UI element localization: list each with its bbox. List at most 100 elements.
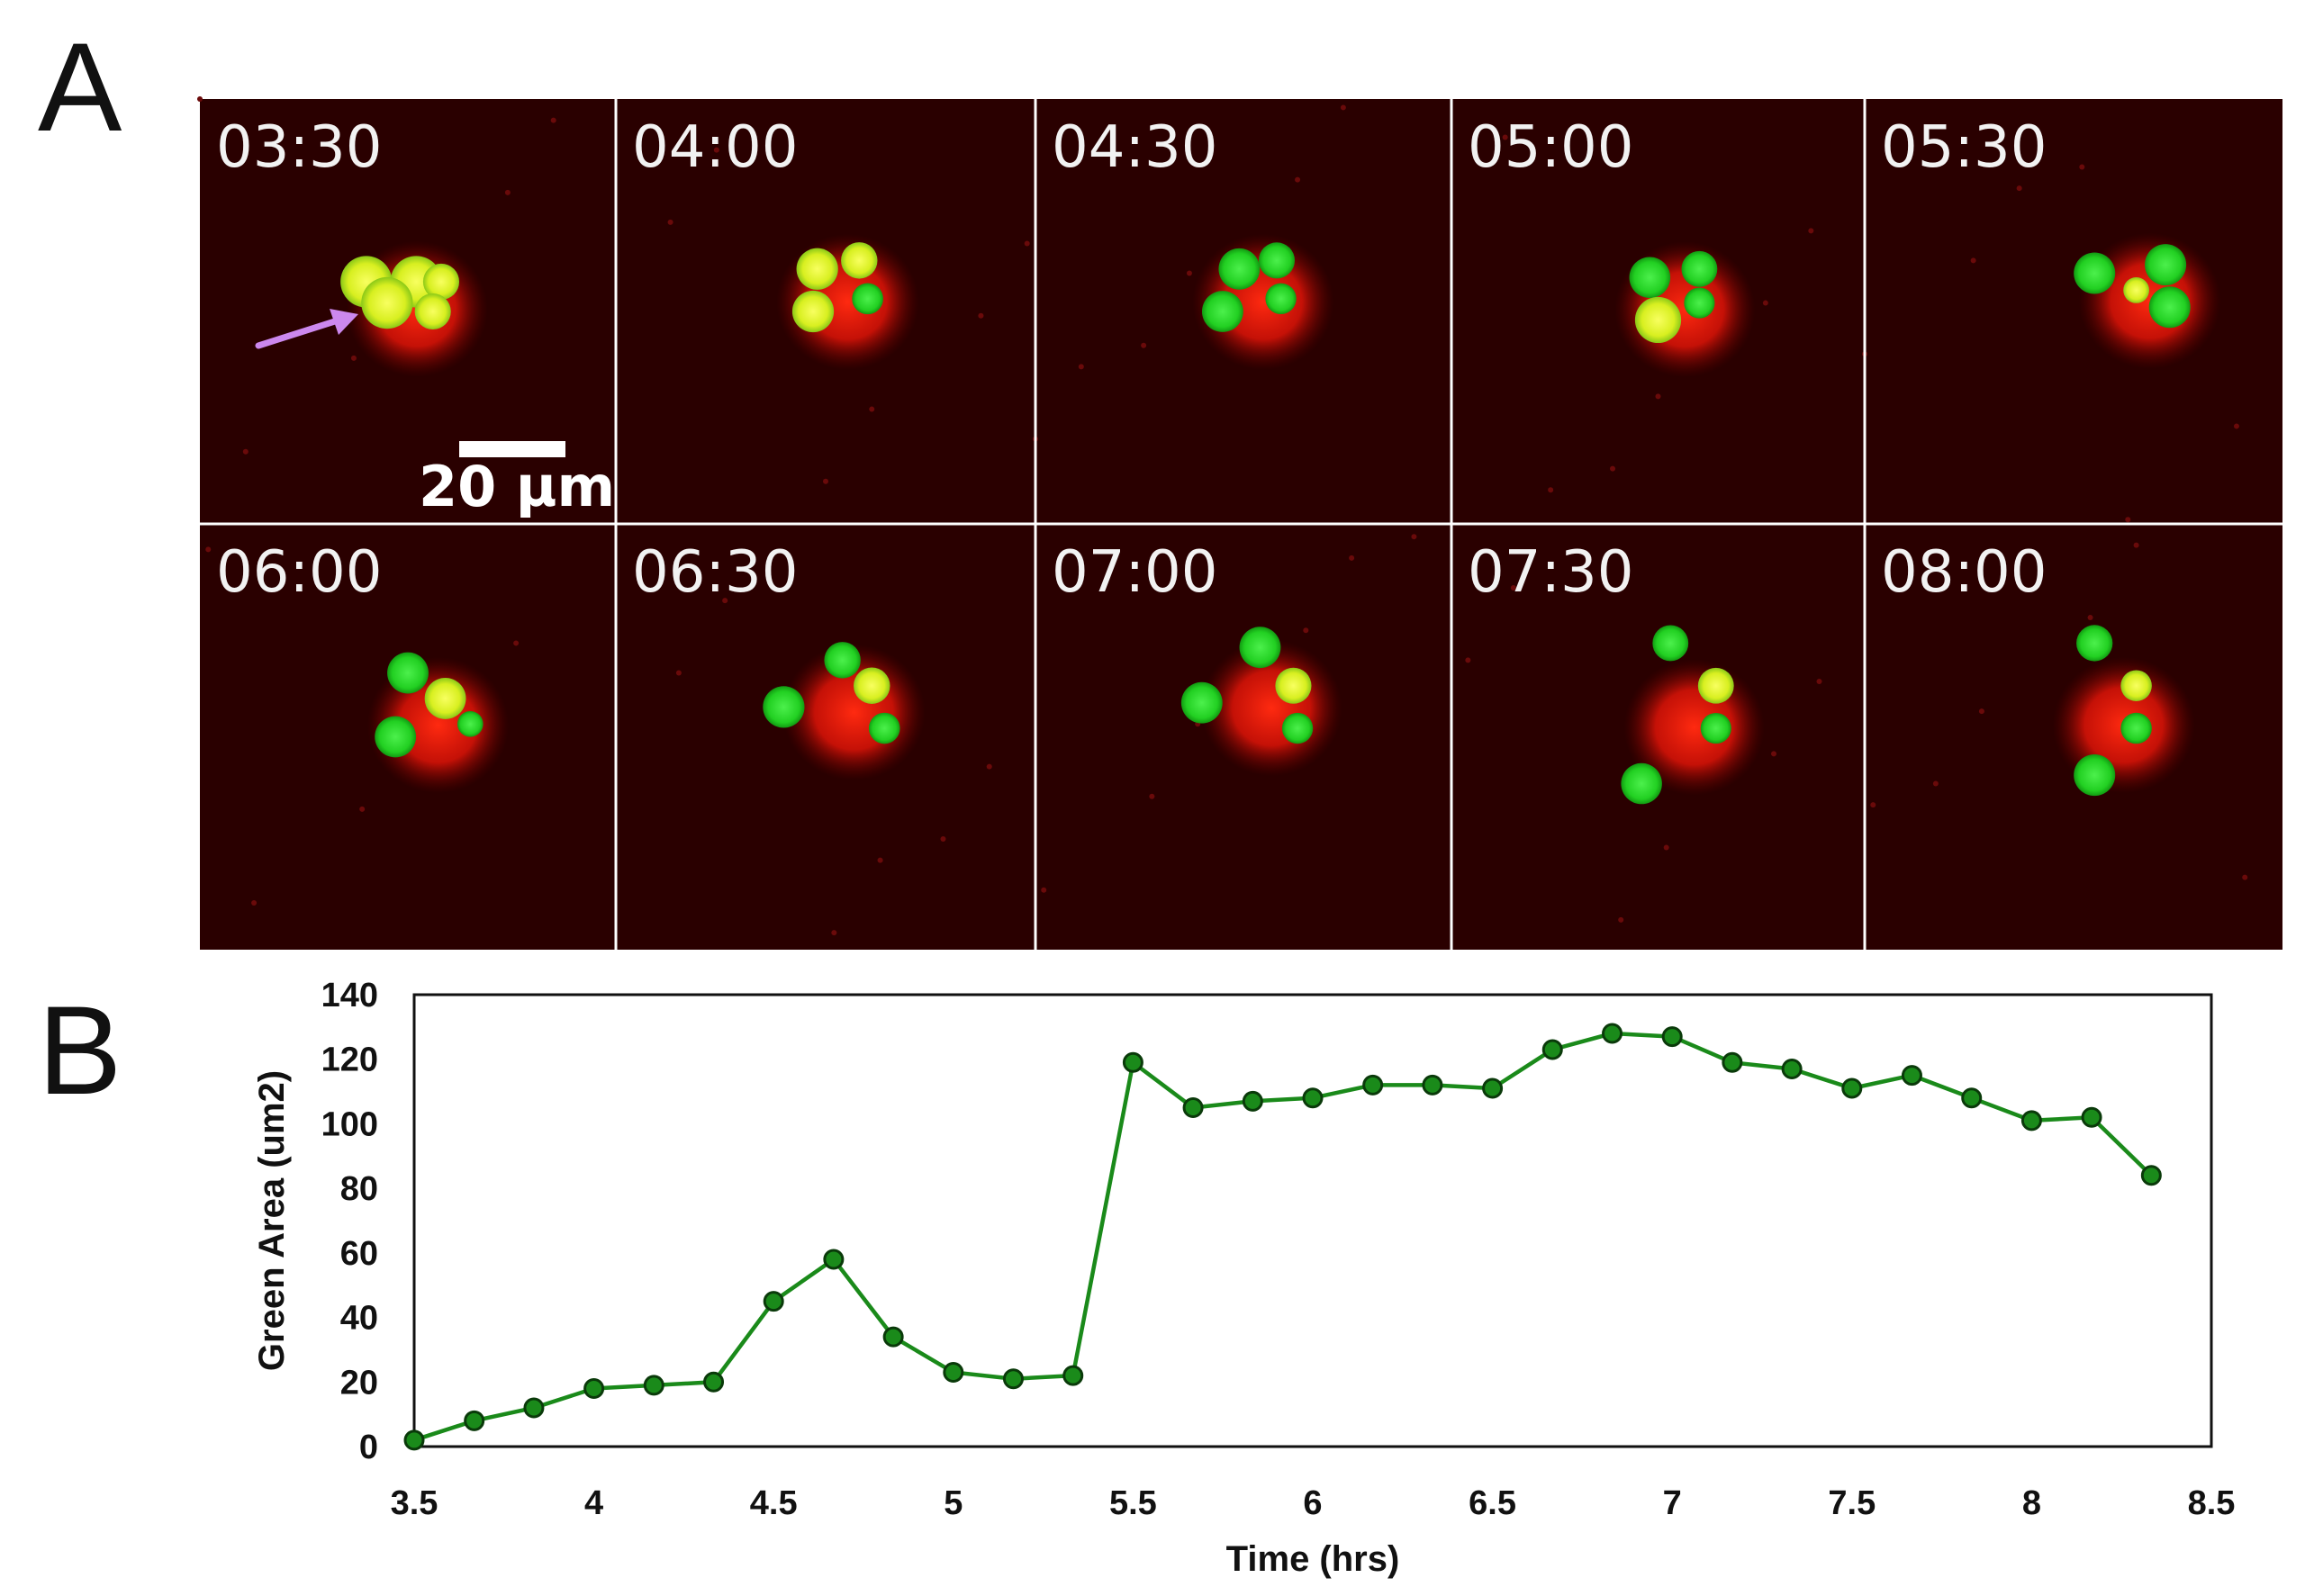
series-points <box>403 1023 2162 1451</box>
background-speck <box>986 763 992 770</box>
green-cell <box>852 283 883 315</box>
background-speck <box>1295 176 1301 183</box>
green-cell <box>1201 291 1243 332</box>
background-speck <box>1771 751 1777 757</box>
data-point <box>2081 1106 2102 1128</box>
green-cell <box>387 652 429 694</box>
data-point <box>943 1362 964 1384</box>
background-speck <box>1932 780 1939 787</box>
panel-b-label: B <box>38 979 122 1121</box>
background-speck <box>251 899 258 906</box>
background-speck <box>940 836 946 843</box>
green-cell <box>2148 286 2191 329</box>
x-tick-label: 6 <box>1303 1484 1322 1522</box>
yellow-cell <box>796 248 838 290</box>
background-speck <box>205 546 212 553</box>
green-cell <box>2074 252 2116 294</box>
pointer-arrowhead <box>330 309 358 335</box>
frame-panel: 06:00 <box>200 524 616 950</box>
frame-panel: 05:30 <box>1862 99 2282 524</box>
data-point <box>1602 1023 1623 1044</box>
y-tick-label: 80 <box>340 1170 378 1208</box>
background-speck <box>1141 342 1147 348</box>
data-point <box>823 1249 845 1270</box>
background-speck <box>667 219 673 225</box>
green-cell <box>2076 625 2113 662</box>
green-cell <box>824 642 861 679</box>
data-point <box>1362 1074 1384 1096</box>
frame-panel: 08:00 <box>1865 524 2282 950</box>
background-speck <box>1149 793 1155 799</box>
green-cell <box>1218 248 1261 290</box>
frame-time-label: 05:00 <box>1468 114 1633 181</box>
frame-time-label: 03:30 <box>216 114 382 181</box>
background-speck <box>1808 228 1814 234</box>
background-speck <box>1510 584 1516 591</box>
green-cell <box>1621 762 1662 805</box>
background-speck <box>2125 517 2131 523</box>
green-cell <box>763 686 805 728</box>
background-speck <box>831 930 837 936</box>
yellow-cell <box>2120 670 2152 702</box>
background-speck <box>2133 542 2139 548</box>
y-tick-label: 20 <box>340 1364 378 1402</box>
green-cell <box>868 712 900 744</box>
background-speck <box>1970 257 1976 264</box>
x-tick-labels: 3.5 4 4.5 5 5.5 6 6.5 7 7.5 8 8.5 <box>391 1484 2236 1522</box>
background-speck <box>877 857 883 863</box>
background-speck <box>713 147 719 153</box>
microscopy-montage: 03:30 04:00 04:30 05:00 05:30 06:00 06:30 07:00… <box>197 96 2282 950</box>
background-speck <box>1816 679 1822 685</box>
x-tick-label: 5 <box>944 1484 963 1522</box>
y-tick-label: 120 <box>321 1041 378 1079</box>
background-speck <box>1663 844 1669 851</box>
background-speck <box>1186 270 1192 276</box>
data-point <box>1062 1365 1084 1386</box>
data-point <box>1482 1078 1504 1099</box>
frame-time-label: 04:00 <box>632 114 798 181</box>
frame-panel: 04:30 <box>1033 99 1451 524</box>
y-tick-label: 100 <box>321 1105 378 1143</box>
y-tick-labels: 0 20 40 60 80 100 120 140 <box>321 977 378 1466</box>
data-point <box>403 1429 425 1451</box>
frame-time-label: 08:00 <box>1881 539 2047 606</box>
x-tick-label: 4 <box>584 1484 603 1522</box>
frame-time-label: 06:30 <box>632 539 798 606</box>
background-speck <box>978 312 984 319</box>
background-speck <box>1411 534 1417 540</box>
plot-frame <box>412 993 2213 1448</box>
data-point <box>1961 1087 1983 1109</box>
data-point <box>763 1291 784 1312</box>
x-axis-title: Time (hrs) <box>1226 1539 1400 1579</box>
background-speck <box>359 806 366 812</box>
frame-panel: 07:00 <box>1035 524 1451 950</box>
green-cell <box>1629 257 1671 299</box>
background-speck <box>1618 916 1624 923</box>
data-point <box>1541 1039 1563 1060</box>
background-speck <box>1078 364 1084 370</box>
frame-time-label: 06:00 <box>216 539 382 606</box>
pointer-arrow <box>255 317 341 349</box>
x-tick-label: 5.5 <box>1109 1484 1157 1522</box>
data-point <box>523 1397 545 1419</box>
scale-bar <box>459 441 565 457</box>
yellow-cell <box>2123 277 2149 303</box>
yellow-cell <box>1634 296 1682 344</box>
green-cell <box>456 710 484 737</box>
green-cell <box>1652 625 1689 662</box>
green-cell <box>2120 712 2152 744</box>
data-point <box>1781 1058 1803 1079</box>
green-cell <box>1265 283 1297 315</box>
background-speck <box>504 189 511 195</box>
data-point <box>1422 1074 1443 1096</box>
frame-time-label: 07:30 <box>1468 539 1633 606</box>
data-point <box>643 1375 664 1396</box>
background-speck <box>2242 874 2248 880</box>
x-tick-label: 8.5 <box>2188 1484 2236 1522</box>
background-speck <box>1610 465 1616 472</box>
green-cell <box>2145 244 2187 286</box>
background-speck <box>1502 134 1508 140</box>
data-point <box>1242 1090 1263 1112</box>
background-speck <box>1548 487 1554 493</box>
